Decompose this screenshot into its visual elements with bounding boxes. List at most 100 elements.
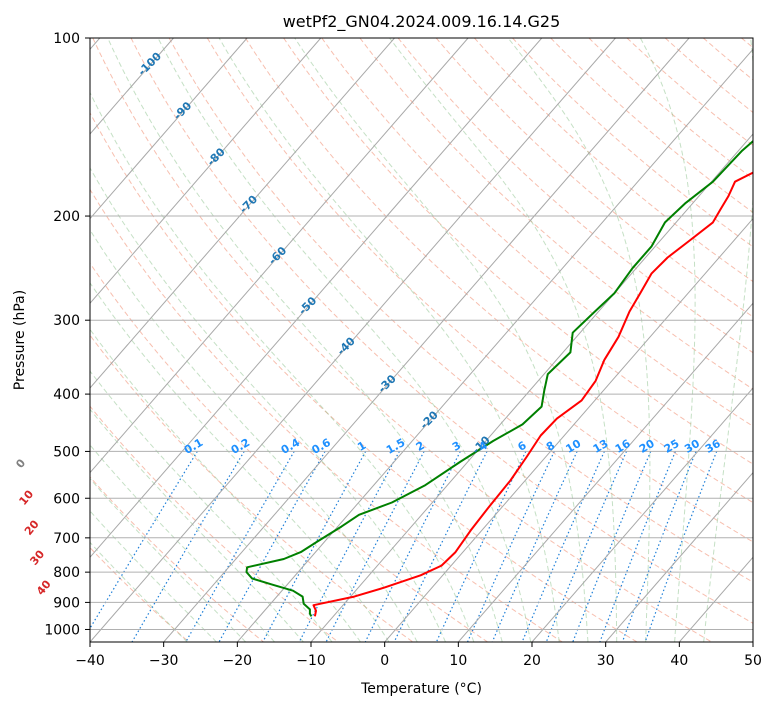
dry-adiabat-line — [92, 38, 712, 642]
x-tick-label: 0 — [380, 653, 389, 669]
moist-adiabat-line — [389, 38, 618, 642]
y-tick-label: 600 — [53, 491, 80, 507]
mixing-ratio-line — [521, 451, 605, 642]
isotherm-line — [90, 38, 616, 642]
series-line — [312, 171, 753, 617]
mixing-ratio-label: 13 — [591, 437, 611, 456]
x-tick-label: 10 — [449, 653, 467, 669]
mixing-ratio-label: 1.5 — [384, 436, 407, 457]
y-axis: 100 200 300 400 500 600 700 800 900 1000 — [44, 31, 90, 638]
mixing-ratio-line — [644, 451, 718, 642]
x-tick-label: −20 — [223, 653, 253, 669]
isotherm-line — [384, 217, 753, 642]
mixing-ratio-line — [491, 451, 578, 642]
mixing-ratio-line — [218, 451, 326, 642]
dry-adiabat-line — [168, 38, 753, 583]
moist-adiabat-line — [107, 38, 503, 642]
mixing-ratio-label: 25 — [662, 437, 682, 456]
mixing-ratio-label: 0.6 — [310, 436, 334, 457]
moist-adiabat-line — [90, 370, 333, 642]
x-tick-label: −10 — [296, 653, 326, 669]
mixing-ratio-label: 16 — [613, 437, 633, 456]
moist-adiabat-line — [639, 38, 696, 642]
isotherm-line — [752, 641, 753, 642]
dry-adiabat-line — [206, 38, 753, 543]
series-line — [245, 139, 753, 617]
mixing-ratio-line — [599, 451, 676, 642]
dry-adiabat-line — [741, 38, 753, 49]
moist-adiabat-line — [90, 541, 188, 642]
mixing-ratio-line — [393, 451, 488, 642]
mixing-ratio-label: 0.4 — [279, 436, 303, 457]
y-tick-label: 400 — [53, 387, 80, 403]
isotherm-line — [678, 556, 753, 642]
isotherm-line — [90, 38, 322, 305]
moist-adiabat-label: 40 — [34, 577, 54, 597]
mixing-ratio-line — [262, 451, 367, 642]
y-tick-label: 700 — [53, 531, 80, 547]
dry-adiabat-line — [435, 38, 753, 318]
isotherm-line — [605, 471, 753, 642]
chart-title: wetPf2_GN04.2024.009.16.14.G25 — [283, 12, 561, 32]
y-tick-label: 900 — [53, 595, 80, 611]
moist-adiabat-line — [218, 38, 560, 642]
moist-adiabats — [90, 38, 753, 642]
x-tick-label: 20 — [523, 653, 541, 669]
mixing-ratio-label: 0.2 — [229, 436, 252, 457]
y-tick-label: 200 — [53, 209, 80, 225]
dry-adiabat-line — [321, 38, 753, 427]
dry-adiabat-line — [244, 38, 753, 504]
mixing-ratio-line — [90, 451, 198, 630]
moist-adiabat-line — [90, 477, 247, 642]
y-tick-label: 1000 — [44, 622, 80, 638]
dry-adiabat-line — [90, 262, 488, 642]
moist-adiabat-line — [90, 510, 217, 642]
dry-adiabat-line — [90, 111, 638, 642]
y-tick-label: 100 — [53, 31, 80, 47]
y-axis-label: Pressure (hPa) — [12, 290, 28, 390]
x-tick-label: −30 — [149, 653, 179, 669]
isotherm-line — [90, 38, 395, 389]
moist-adiabat-label: 10 — [16, 487, 36, 507]
mixing-ratio-line — [572, 451, 652, 642]
isotherm-line — [90, 38, 543, 559]
mixing-ratio-lines — [90, 451, 718, 642]
moist-adiabat-line — [90, 166, 447, 642]
mixing-ratio-line — [131, 451, 245, 642]
mixing-ratio-line — [185, 451, 295, 642]
dry-adiabat-line — [550, 38, 753, 214]
dry-adiabat-line — [90, 334, 414, 642]
mixing-ratio-label: 36 — [703, 437, 723, 456]
mixing-ratio-line — [621, 451, 697, 642]
isotherms — [90, 38, 753, 642]
moist-adiabat-label: 30 — [27, 547, 47, 567]
mixing-ratio-label: 30 — [682, 437, 702, 456]
moist-adiabat-label: 0 — [13, 456, 28, 470]
isotherm-line — [163, 38, 690, 642]
x-tick-label: −40 — [75, 653, 105, 669]
moist-adiabat-line — [90, 229, 418, 642]
x-axis-label: Temperature (°C) — [360, 681, 482, 697]
x-tick-label: 40 — [670, 653, 688, 669]
isotherm-line — [310, 133, 753, 642]
dry-adiabat-line — [90, 188, 563, 642]
dry-adiabat-line — [474, 38, 753, 283]
moist-adiabat-line — [703, 38, 753, 642]
isobars — [90, 38, 753, 630]
moist-adiabat-label: 20 — [22, 517, 42, 537]
dry-adiabat-line — [512, 38, 753, 248]
mixing-ratio-line — [466, 451, 555, 642]
mixing-ratio-line — [298, 451, 400, 642]
moist-adiabat-line — [90, 91, 475, 642]
dry-adiabat-line — [359, 38, 753, 390]
isotherm-line — [90, 38, 469, 474]
x-tick-label: 30 — [597, 653, 615, 669]
isotherm-line — [457, 302, 753, 642]
y-tick-label: 800 — [53, 565, 80, 581]
profile-lines — [245, 139, 753, 617]
isotherm-line — [531, 387, 753, 642]
plot-frame — [89, 37, 754, 643]
x-tick-label: 50 — [744, 653, 762, 669]
moist-adiabat-line — [90, 444, 275, 642]
